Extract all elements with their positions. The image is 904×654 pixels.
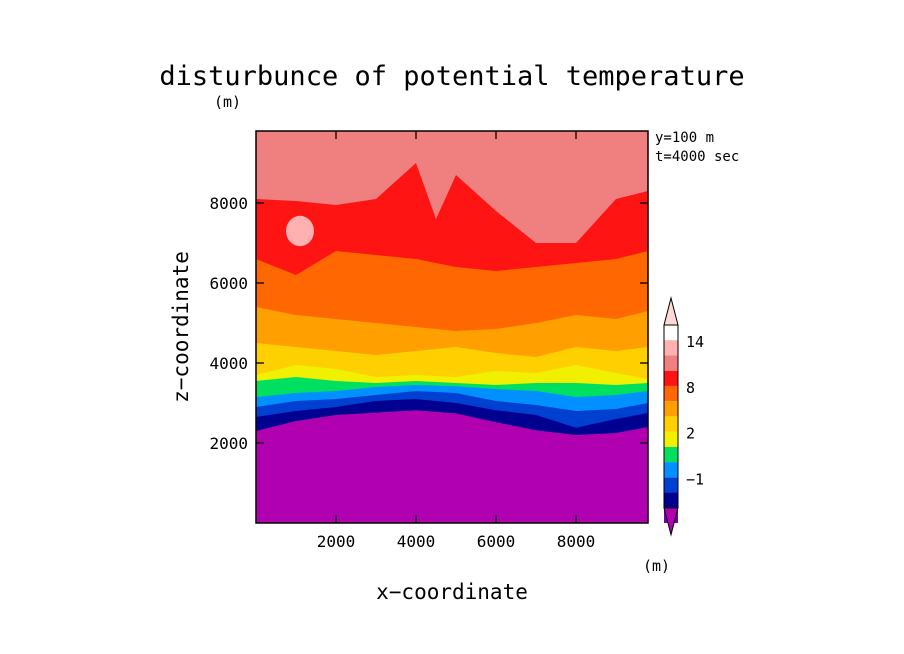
x-tick-label: 4000 xyxy=(397,532,436,551)
colorbar-tick-label: 8 xyxy=(686,379,695,397)
colorbar-swatch xyxy=(664,385,678,402)
colorbar-swatch xyxy=(664,355,678,371)
info-time: t=4000 sec xyxy=(655,149,739,165)
contour-cell-maximum xyxy=(286,215,314,247)
colorbar-swatch xyxy=(664,370,678,386)
x-tick-label: 8000 xyxy=(557,532,596,551)
y-tick-label: 2000 xyxy=(209,434,248,453)
chart-title: disturbunce of potential temperature xyxy=(159,61,744,92)
colorbar-swatch xyxy=(664,462,678,478)
y-axis-label: z−coordinate xyxy=(169,251,193,403)
y-tick-label: 4000 xyxy=(209,354,248,373)
title-unit-label: (m) xyxy=(214,93,241,111)
x-axis-label: x−coordinate xyxy=(376,580,528,604)
contour-plot-area xyxy=(256,131,648,523)
contour-band-12 xyxy=(256,131,648,243)
colorbar-overflow-arrow xyxy=(663,296,679,326)
y-axis-ticks: 2000 4000 6000 8000 xyxy=(209,194,648,453)
colorbar-tick-label: −1 xyxy=(686,470,704,488)
info-y-position: y=100 m xyxy=(655,130,714,146)
colorbar-frame xyxy=(663,324,679,509)
colorbar-swatch xyxy=(664,416,678,432)
colorbar-swatch xyxy=(664,340,678,356)
colorbar-tick-label: 14 xyxy=(686,333,704,351)
x-tick-label: 6000 xyxy=(477,532,516,551)
colorbar-swatch xyxy=(664,431,678,447)
plot-frame xyxy=(255,130,649,524)
x-axis-ticks: 2000 4000 6000 8000 xyxy=(317,131,596,551)
x-tick-label: 2000 xyxy=(317,532,356,551)
colorbar: 14 8 2 −1 xyxy=(663,296,704,537)
colorbar-swatch xyxy=(664,477,678,493)
colorbar-swatch xyxy=(664,492,678,508)
colorbar-swatch xyxy=(664,401,678,417)
colorbar-unit: (m) xyxy=(643,557,670,575)
y-tick-label: 6000 xyxy=(209,274,248,293)
colorbar-tick-label: 2 xyxy=(686,425,695,443)
colorbar-swatch xyxy=(664,446,678,463)
y-tick-label: 8000 xyxy=(209,194,248,213)
